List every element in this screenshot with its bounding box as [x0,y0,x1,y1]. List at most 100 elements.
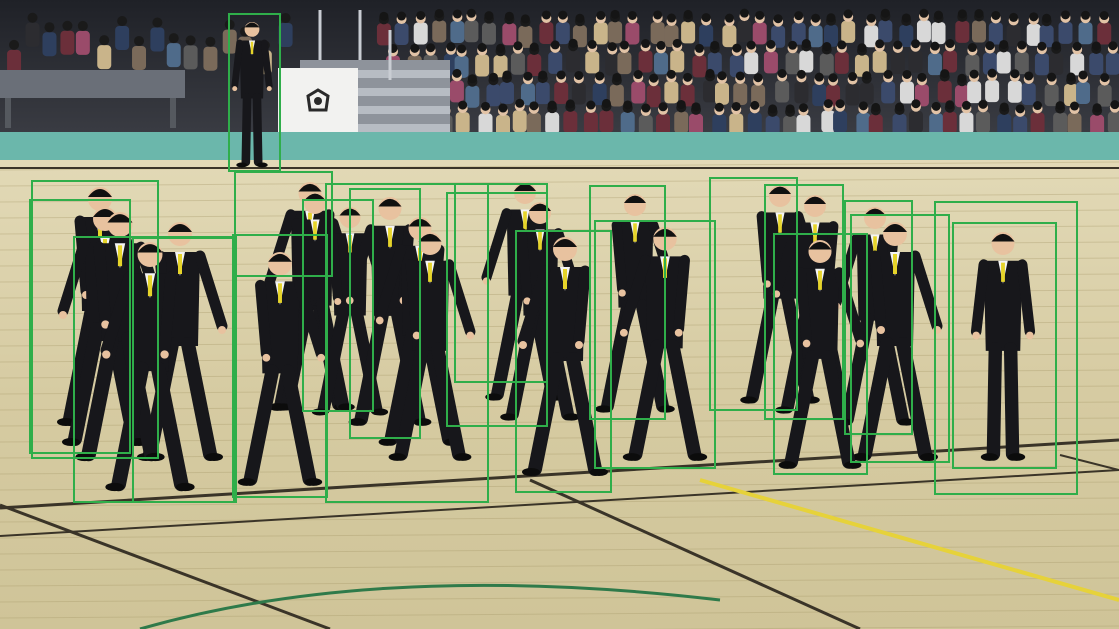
detection-box [952,222,1057,469]
spectator [203,36,218,71]
detection-box [764,184,844,420]
spectator [763,39,778,74]
detection-box [594,220,716,469]
detection-box [234,171,333,277]
spectator [376,11,391,46]
spectator [715,71,730,105]
spectator [1067,101,1082,136]
spectator [722,13,737,48]
detection-box [302,199,374,412]
detection-box [850,214,950,463]
official-table [0,70,185,128]
spectator [1030,101,1045,135]
detection-box [454,183,548,383]
spectator [881,69,896,104]
spectator [599,98,614,133]
spectator [478,101,493,136]
spectator [1076,70,1091,104]
spectator [864,13,879,48]
spectator [571,70,586,105]
spectator [707,40,722,75]
spectator [845,72,860,106]
detection-box [31,180,159,459]
detection-box [934,201,1078,495]
spectator [7,39,22,74]
spectator [97,35,112,70]
spectator [908,99,923,133]
spectator [859,71,874,105]
spectator [60,20,75,55]
spectator [496,103,511,138]
spectator [465,74,480,108]
spectator [535,70,550,105]
spectator [737,8,752,43]
spectator [796,103,811,137]
spectator [1089,41,1104,75]
spectator [1006,12,1021,47]
spectator [841,9,856,43]
spectator [688,102,703,136]
spectator [631,70,646,104]
spectator [394,11,409,46]
spectator [413,10,428,45]
spectator [712,102,727,137]
spectator [526,101,541,135]
spectator [1049,41,1064,75]
spectator [1105,41,1119,75]
spectator [1107,100,1119,134]
spectator [449,68,464,103]
spectator [747,100,762,135]
spectator [608,9,623,44]
spectator [833,99,848,133]
spectator [132,35,147,70]
spectator [692,43,707,78]
spectator [638,103,653,138]
spectator [1026,12,1041,46]
spectator [733,71,748,105]
spectator [890,40,905,75]
spectator [872,39,887,73]
spectator [955,9,970,43]
dancer [852,222,943,461]
spectator [680,72,695,107]
spectator [545,100,560,135]
spectator [976,99,991,134]
spectator [899,69,914,104]
spectator [834,40,849,74]
spectator [1064,72,1079,106]
spectator [794,69,809,104]
spectator [432,8,447,43]
spectator [183,35,198,70]
spectator [1021,71,1036,105]
spectator [1090,103,1105,137]
dancer [778,240,866,469]
detection-box [844,200,913,435]
spectator [620,100,635,134]
spectator [654,40,669,75]
detection-box [349,188,421,439]
spectator [150,17,165,52]
spectator [566,38,581,73]
spectator [592,71,607,106]
spectator [971,9,986,43]
court-boundary [0,132,1119,164]
spectator [1039,13,1054,48]
spectator [916,8,931,43]
detection-box [29,199,131,454]
spectator [502,11,517,46]
spectator [1097,11,1112,45]
spectator [752,10,767,45]
spectator [539,10,554,44]
spectator [1044,72,1059,107]
spectator [548,40,563,74]
spectator [625,10,640,45]
spectator [996,39,1011,74]
spectator [585,39,600,74]
detection-box [773,233,868,475]
spectator [512,98,527,133]
detection-box [709,177,798,411]
detection-box [589,185,666,420]
spectator [1078,10,1093,45]
spectator [674,99,689,134]
